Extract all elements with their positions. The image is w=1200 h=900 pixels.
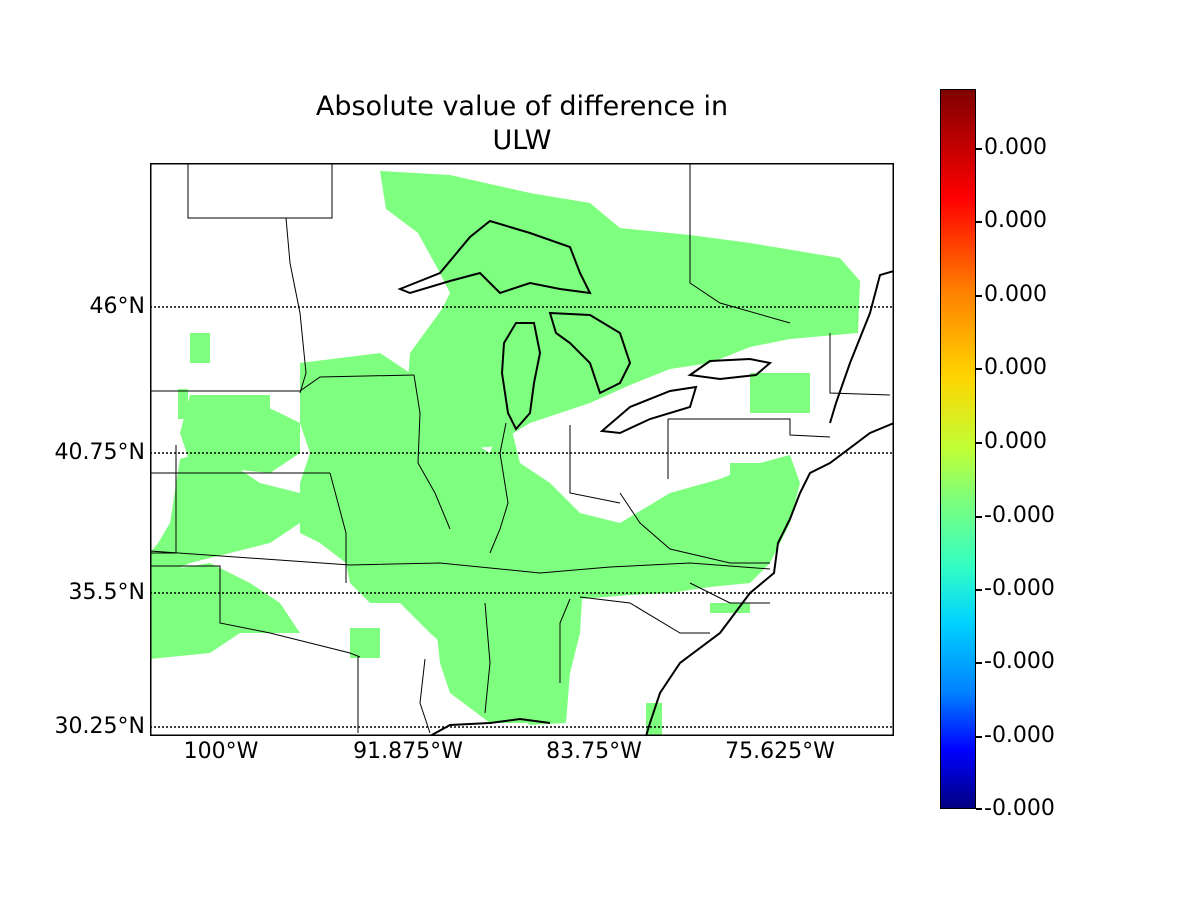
ne-coast [829, 270, 894, 424]
coastlines [397, 219, 894, 736]
state-boundaries [150, 163, 891, 734]
data-patch-2 [178, 389, 188, 419]
colorbar-label: 0.000 [984, 208, 1047, 233]
data-field [150, 171, 860, 736]
colorbar-tick [976, 368, 982, 370]
data-region-southwest [150, 563, 300, 659]
colorbar-label: -0.000 [984, 649, 1055, 674]
data-patch-1 [190, 333, 210, 363]
lon-label-75-625: 75.625°W [725, 739, 835, 764]
lat-label-46: 46°N [89, 294, 145, 319]
lake-michigan [500, 322, 542, 431]
data-region-south [436, 625, 530, 723]
colorbar-label: 0.000 [984, 355, 1047, 380]
colorbar-label: -0.000 [984, 503, 1055, 528]
colorbar-label: 0.000 [984, 282, 1047, 307]
colorbar-tick [976, 589, 982, 591]
colorbar-tick [976, 148, 982, 150]
data-region-north [380, 171, 860, 449]
data-patch-3 [220, 395, 270, 411]
colorbar-label: -0.000 [984, 723, 1055, 748]
colorbar-label: 0.000 [984, 429, 1047, 454]
data-patch-8 [350, 628, 380, 658]
colorbar-tick [976, 736, 982, 738]
map-frame-border [150, 163, 894, 736]
lat-gridlines [150, 306, 894, 728]
data-patch-6 [730, 463, 770, 493]
lake-erie [599, 385, 698, 435]
colorbar-label: 0.000 [984, 135, 1047, 160]
colorbar-label: -0.000 [984, 576, 1055, 601]
lon-label-83-75: 83.75°W [546, 739, 642, 764]
colorbar-tick [976, 295, 982, 297]
lon-label-100: 100°W [183, 739, 259, 764]
data-patch-7 [750, 373, 810, 413]
colorbar-tick [976, 808, 982, 810]
gulf-coast [429, 717, 551, 736]
colorbar-tick [976, 516, 982, 518]
map-title: Absolute value of difference in ULW [150, 90, 894, 158]
map-title-line-2: ULW [492, 125, 552, 156]
lake-superior [397, 219, 592, 295]
lake-huron [548, 311, 632, 395]
colorbar-tick [976, 442, 982, 444]
colorbar-tick [976, 221, 982, 223]
colorbar-tick [976, 662, 982, 664]
data-patch-4 [710, 603, 750, 613]
lat-label-40-75: 40.75°N [54, 440, 145, 465]
lon-label-91-875: 91.875°W [353, 739, 463, 764]
map-plot [150, 163, 894, 736]
colorbar-label: -0.000 [984, 796, 1055, 821]
atlantic-coast [645, 422, 894, 736]
lat-label-30-25: 30.25°N [54, 714, 145, 739]
lake-ontario [687, 357, 773, 381]
data-region-plains [170, 463, 300, 563]
colorbar [940, 89, 976, 809]
lat-label-35-5: 35.5°N [68, 580, 145, 605]
data-region-central [300, 353, 800, 725]
map-title-line-1: Absolute value of difference in [315, 91, 729, 122]
